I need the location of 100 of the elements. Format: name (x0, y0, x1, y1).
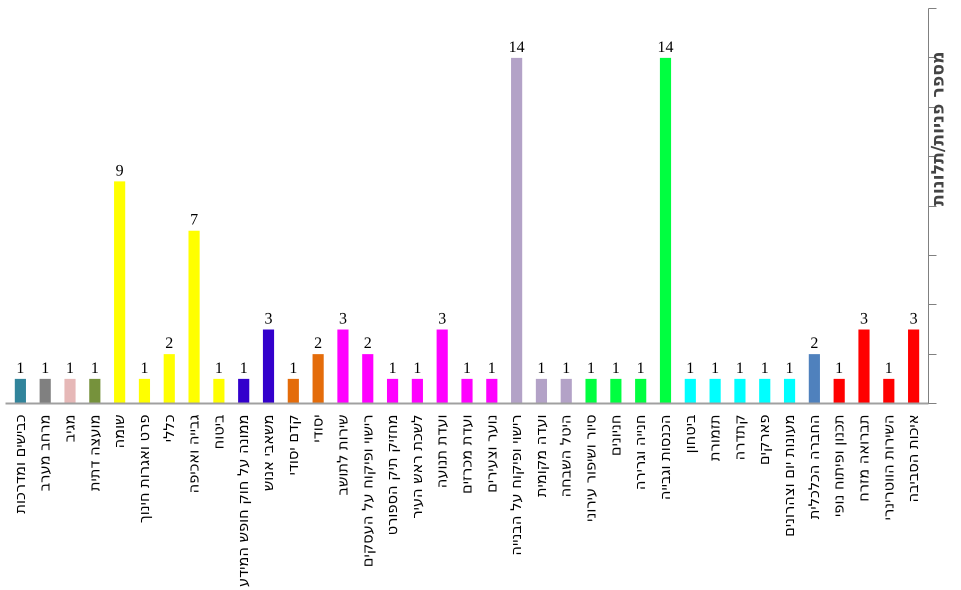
x-tick-label: איכות הסביבה (905, 414, 922, 502)
x-tick-label: כבישים ומדרכות (12, 414, 29, 514)
bar (684, 378, 696, 404)
bar (312, 354, 324, 404)
data-label: 3 (860, 310, 868, 328)
x-tick-label: לשכת ראש העיר (408, 414, 426, 519)
bar (386, 378, 398, 404)
bar (536, 378, 548, 404)
data-label: 7 (190, 212, 198, 229)
x-tick-label: ביטוח (210, 414, 228, 450)
data-label: 1 (140, 360, 148, 377)
bar (213, 378, 224, 404)
bar (660, 58, 672, 404)
data-label: 1 (612, 360, 620, 377)
x-tick-label: הכנסות וגבייה (656, 414, 674, 500)
bar (114, 181, 126, 404)
x-tick-label: יסודי (310, 414, 327, 443)
data-label: 3 (438, 310, 446, 328)
bar (262, 329, 274, 404)
x-tick-label: מחזיק תיק הספורט (384, 414, 402, 536)
data-label: 14 (508, 38, 525, 56)
data-label: 14 (657, 38, 674, 56)
bar (89, 378, 100, 404)
x-tick-label: כללי (160, 414, 178, 442)
data-label: 1 (488, 360, 496, 377)
x-tick-label: קתדרה (731, 414, 748, 460)
x-tick-label: רישוי ופיקוח על העסקים (359, 414, 376, 568)
bar (436, 329, 448, 404)
bar (14, 378, 26, 404)
x-tick-label: מרחב מערב (36, 414, 54, 492)
bar (759, 378, 770, 404)
x-tick-label: ועדה מקומית (532, 414, 550, 498)
data-label: 1 (214, 360, 223, 377)
bar (908, 329, 920, 404)
x-tick-label: החברה הכלכלית (806, 414, 823, 520)
bar (858, 329, 870, 404)
data-label: 1 (240, 360, 248, 377)
bar (610, 378, 622, 404)
x-tick-label: משאבי אנוש (260, 414, 278, 492)
x-tick-label: תכנון ופיתוח נופי (830, 414, 848, 517)
bar (412, 378, 423, 404)
data-label: 1 (686, 360, 694, 377)
bar (635, 378, 646, 404)
data-label: 1 (16, 360, 24, 377)
x-tick-label: שירות לתושב (334, 414, 352, 496)
data-label: 3 (264, 310, 273, 328)
data-label: 1 (786, 360, 794, 377)
bar (560, 378, 572, 404)
x-tick-label: ממונה על חוק חופש המידע (235, 414, 252, 588)
bar (40, 378, 51, 404)
bar (164, 354, 175, 404)
bar (362, 354, 374, 404)
data-label: 1 (388, 360, 397, 377)
x-tick-label: ועדת מכרזים (458, 414, 476, 494)
bar (288, 378, 299, 404)
x-tick-label: השירות הווטרינרי (880, 414, 898, 520)
data-label: 1 (711, 360, 720, 377)
data-label: 1 (463, 360, 471, 377)
data-label: 3 (338, 310, 347, 328)
x-tick-label: גבייה ואכיפה (186, 414, 203, 494)
data-label: 1 (289, 360, 298, 377)
data-label: 1 (413, 360, 422, 377)
bar (486, 378, 498, 404)
x-tick-label: נוער וצעירים (483, 414, 500, 493)
bar (585, 378, 597, 404)
data-label: 1 (760, 360, 769, 377)
x-tick-label: ועדת תנועה (434, 414, 451, 488)
x-tick-label: רישוי ופיקוח על הבנייה (508, 414, 526, 556)
bar (808, 354, 820, 404)
bar (734, 378, 746, 404)
data-label: 1 (587, 360, 596, 377)
bar (511, 58, 522, 404)
bar (710, 378, 721, 404)
x-tick-label: מגיב (62, 414, 79, 442)
bar (64, 378, 76, 404)
bar (461, 378, 473, 404)
data-label: 3 (910, 310, 918, 328)
data-label: 1 (736, 360, 744, 377)
data-label: 1 (66, 360, 74, 377)
bar (138, 378, 150, 404)
data-label: 1 (41, 360, 50, 377)
y-axis-title: מספר פניות/תלונות (928, 51, 948, 206)
x-tick-label: שומה (111, 414, 128, 448)
data-label: 1 (537, 360, 546, 377)
bar (188, 230, 200, 404)
x-tick-label: תזמורת (706, 414, 724, 462)
data-label: 1 (884, 360, 893, 377)
x-tick-label: מעונות יום וצהרונים (781, 414, 798, 537)
bar (883, 378, 894, 404)
x-tick-label: פרט ואגרות חינוך (136, 414, 153, 524)
bar (238, 378, 250, 404)
x-tick-label: קדם יסודי (284, 414, 302, 476)
bar (834, 378, 845, 404)
x-tick-label: סיור ושיפור עירוני (582, 414, 600, 522)
x-tick-label: ביטחון (682, 414, 699, 454)
x-tick-label: חניונים (607, 414, 624, 456)
data-label: 1 (562, 360, 570, 377)
data-label: 2 (165, 335, 174, 352)
x-tick-label: תברואה מזרח (855, 414, 872, 502)
data-label: 1 (835, 360, 844, 377)
